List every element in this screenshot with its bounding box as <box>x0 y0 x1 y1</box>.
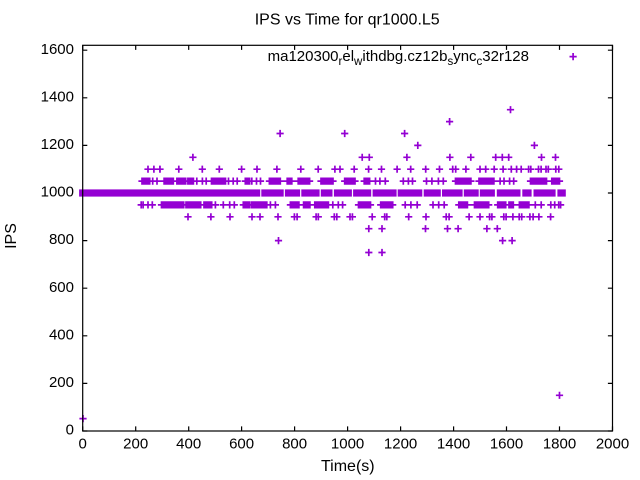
svg-text:1600: 1600 <box>41 41 74 58</box>
svg-text:0: 0 <box>79 436 87 453</box>
svg-text:200: 200 <box>123 436 148 453</box>
svg-text:200: 200 <box>49 374 74 391</box>
svg-text:800: 800 <box>282 436 307 453</box>
svg-text:1400: 1400 <box>41 88 74 105</box>
svg-text:1000: 1000 <box>41 184 74 201</box>
svg-text:IPS: IPS <box>3 223 20 249</box>
svg-text:600: 600 <box>49 279 74 296</box>
svg-text:IPS vs Time for qr1000.L5: IPS vs Time for qr1000.L5 <box>255 12 440 29</box>
svg-text:1800: 1800 <box>543 436 576 453</box>
svg-text:1600: 1600 <box>490 436 523 453</box>
svg-text:1400: 1400 <box>437 436 470 453</box>
svg-text:1000: 1000 <box>331 436 364 453</box>
svg-text:1200: 1200 <box>384 436 417 453</box>
svg-text:0: 0 <box>66 422 74 439</box>
svg-text:ma120300relwithdbg.cz12bsyncc3: ma120300relwithdbg.cz12bsyncc32r128 <box>268 48 529 68</box>
svg-text:1200: 1200 <box>41 136 74 153</box>
svg-text:400: 400 <box>49 326 74 343</box>
svg-text:800: 800 <box>49 231 74 248</box>
svg-text:2000: 2000 <box>596 436 629 453</box>
svg-text:400: 400 <box>176 436 201 453</box>
svg-text:600: 600 <box>229 436 254 453</box>
svg-text:Time(s): Time(s) <box>321 458 375 475</box>
